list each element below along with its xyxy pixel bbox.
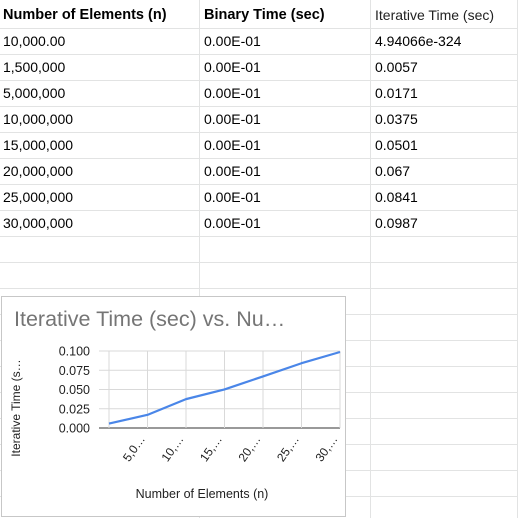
row-divider (0, 106, 518, 107)
row-divider (0, 54, 518, 55)
x-tick-label: 10,… (159, 433, 187, 465)
cell-iterative-time[interactable]: 0.0375 (375, 111, 418, 127)
cell-binary-time[interactable]: 0.00E-01 (204, 85, 261, 101)
cell-binary-time[interactable]: 0.00E-01 (204, 189, 261, 205)
cell-elements[interactable]: 30,000,000 (3, 215, 74, 231)
row-divider (0, 236, 518, 237)
row-divider (0, 132, 518, 133)
cell-elements[interactable]: 10,000.00 (3, 33, 66, 49)
cell-iterative-time[interactable]: 0.067 (375, 163, 411, 179)
cell-elements[interactable]: 15,000,000 (3, 137, 74, 153)
y-tick-label: 0.025 (59, 402, 90, 416)
y-tick-label: 0.050 (59, 383, 90, 397)
row-divider (0, 158, 518, 159)
x-tick-label: 15,… (197, 433, 225, 465)
x-tick-label: 30,… (313, 433, 341, 465)
embedded-chart[interactable]: Iterative Time (sec) vs. Nu… 0.100 0.075 0… (1, 296, 346, 517)
row-divider (0, 210, 518, 211)
cell-elements[interactable]: 1,500,000 (3, 59, 66, 75)
row-divider (0, 28, 518, 29)
cell-binary-time[interactable]: 0.00E-01 (204, 163, 261, 179)
y-tick-label: 0.000 (59, 422, 90, 436)
chart-title: Iterative Time (sec) vs. Nu… (14, 307, 286, 331)
header-cell-binary-time[interactable]: Binary Time (sec) (204, 7, 325, 23)
row-divider (0, 262, 518, 263)
cell-iterative-time[interactable]: 0.0057 (375, 59, 418, 75)
cell-binary-time[interactable]: 0.00E-01 (204, 33, 261, 49)
row-divider (0, 288, 518, 289)
column-divider (199, 0, 200, 518)
cell-iterative-time[interactable]: 4.94066e-324 (375, 33, 462, 49)
chart-plot: 0.100 0.075 0.050 0.025 0.000 5,0… 10,… 15,… 20… (59, 345, 341, 465)
row-divider (0, 184, 518, 185)
cell-binary-time[interactable]: 0.00E-01 (204, 137, 261, 153)
cell-elements[interactable]: 5,000,000 (3, 85, 66, 101)
cell-iterative-time[interactable]: 0.0841 (375, 189, 418, 205)
row-divider (0, 80, 518, 81)
y-tick-label: 0.100 (59, 345, 90, 359)
cell-binary-time[interactable]: 0.00E-01 (204, 111, 261, 127)
header-cell-elements[interactable]: Number of Elements (n) (3, 7, 167, 23)
cell-iterative-time[interactable]: 0.0501 (375, 137, 418, 153)
cell-iterative-time[interactable]: 0.0987 (375, 215, 418, 231)
cell-elements[interactable]: 10,000,000 (3, 111, 74, 127)
series-line (108, 350, 341, 425)
x-axis-title: Number of Elements (n) (135, 487, 269, 501)
x-tick-label: 20,… (236, 433, 264, 465)
header-cell-iterative-time[interactable]: Iterative Time (sec) (375, 7, 495, 23)
y-axis-title: Iterative Time (s… (9, 359, 23, 457)
cell-binary-time[interactable]: 0.00E-01 (204, 59, 261, 75)
x-tick-label: 25,… (274, 433, 302, 465)
cell-binary-time[interactable]: 0.00E-01 (204, 215, 261, 231)
column-divider (370, 0, 371, 518)
cell-elements[interactable]: 25,000,000 (3, 189, 74, 205)
y-tick-label: 0.075 (59, 364, 90, 378)
cell-elements[interactable]: 20,000,000 (3, 163, 74, 179)
x-tick-label: 5,0… (120, 433, 148, 465)
cell-iterative-time[interactable]: 0.0171 (375, 85, 418, 101)
